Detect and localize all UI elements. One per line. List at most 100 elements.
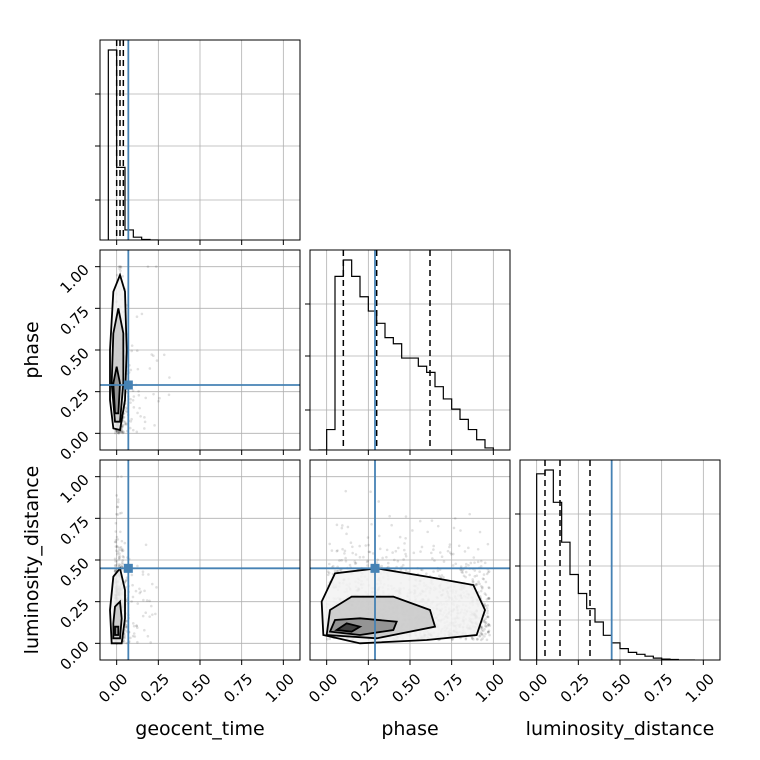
sample-point	[130, 600, 133, 603]
sample-point	[130, 573, 134, 577]
y-axis-label-luminosity-distance: luminosity_distance	[21, 466, 43, 655]
sample-point	[358, 555, 362, 559]
sample-point	[478, 570, 481, 574]
sample-point	[460, 568, 463, 572]
sample-point	[336, 569, 340, 573]
sample-point	[122, 419, 125, 423]
sample-point	[485, 638, 489, 642]
sample-point	[479, 589, 483, 593]
sample-point	[482, 573, 486, 576]
sample-point	[122, 640, 126, 643]
sample-point	[114, 538, 118, 542]
sample-point	[348, 563, 352, 567]
sample-point	[117, 558, 121, 561]
sample-point	[124, 422, 128, 425]
sample-point	[432, 544, 435, 548]
sample-point	[436, 524, 440, 528]
sample-point	[132, 632, 136, 635]
sample-point	[141, 573, 145, 576]
sample-point	[118, 265, 122, 268]
hist-panel-phase	[305, 249, 511, 455]
sample-point	[377, 500, 381, 503]
sample-point	[326, 638, 329, 641]
sample-point	[481, 637, 484, 640]
sample-point	[113, 570, 117, 573]
sample-point	[430, 551, 433, 555]
sample-point	[479, 559, 483, 563]
sample-point	[487, 631, 490, 634]
sample-point	[122, 555, 125, 559]
sample-point	[484, 625, 488, 629]
sample-point	[475, 638, 479, 641]
sample-point	[132, 395, 136, 398]
sample-point	[131, 398, 135, 402]
y-tick-label: 0.50	[56, 344, 92, 380]
sample-point	[113, 557, 117, 561]
sample-point	[393, 558, 396, 562]
sample-point	[404, 515, 408, 518]
sample-point	[114, 429, 117, 433]
sample-point	[115, 430, 119, 434]
sample-point	[154, 612, 157, 616]
sample-point	[483, 635, 486, 638]
sample-point	[440, 555, 444, 559]
sample-point	[430, 519, 434, 522]
sample-point	[117, 430, 121, 433]
sample-point	[144, 543, 148, 547]
sample-point	[485, 572, 489, 576]
sample-point	[117, 565, 121, 568]
sample-point	[116, 500, 120, 504]
sample-point	[481, 633, 484, 637]
sample-point	[144, 396, 148, 400]
sample-point	[476, 560, 480, 564]
sample-point	[467, 546, 470, 550]
x-axis-label-geocent-time: geocent_time	[135, 718, 264, 740]
x-tick-label: 0.25	[137, 670, 173, 706]
sample-point	[128, 426, 132, 430]
sample-point	[116, 505, 119, 509]
sample-point	[481, 629, 485, 633]
sample-point	[477, 580, 480, 584]
sample-point	[143, 427, 146, 430]
sample-point	[450, 638, 454, 642]
sample-point	[117, 555, 121, 559]
sample-point	[118, 554, 121, 558]
sample-point	[462, 574, 466, 578]
sample-point	[131, 595, 135, 599]
contour-level	[334, 622, 363, 633]
sample-point	[333, 569, 337, 573]
sample-point	[380, 564, 383, 568]
sample-point	[480, 587, 484, 590]
sample-point	[130, 344, 134, 347]
sample-point	[474, 582, 478, 586]
sample-point	[364, 544, 368, 547]
sample-point	[335, 549, 339, 553]
sample-point	[339, 569, 343, 572]
sample-point	[487, 623, 491, 626]
sample-point	[368, 550, 372, 554]
sample-point	[432, 570, 435, 573]
sample-point	[482, 577, 486, 581]
sample-point	[115, 560, 119, 563]
sample-point	[367, 550, 371, 554]
x-tick-label: 1.00	[472, 670, 508, 706]
y-axis-label-phase: phase	[21, 321, 43, 378]
sample-point	[136, 602, 140, 605]
sample-point	[139, 590, 143, 593]
sample-point	[432, 548, 435, 551]
sample-point	[141, 570, 145, 574]
sample-point	[129, 401, 132, 404]
sample-point	[120, 561, 124, 564]
sample-point	[375, 560, 379, 564]
sample-point	[136, 626, 139, 630]
sample-point	[120, 430, 123, 434]
y-tick-label: 0.75	[56, 512, 92, 548]
sample-point	[366, 559, 370, 563]
sample-point	[147, 573, 150, 576]
sample-point	[452, 526, 456, 530]
sample-point	[116, 538, 120, 541]
sample-point	[412, 551, 416, 555]
sample-point	[453, 517, 457, 520]
sample-point	[486, 611, 489, 615]
